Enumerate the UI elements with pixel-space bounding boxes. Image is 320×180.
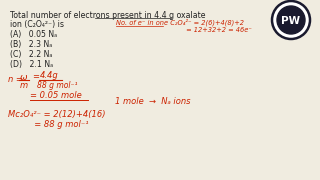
Text: ion (C₂O₄²⁻) is: ion (C₂O₄²⁻) is bbox=[10, 20, 64, 29]
Text: ω: ω bbox=[20, 73, 28, 82]
Text: Total number of electrons present in 4.4 g oxalate: Total number of electrons present in 4.4… bbox=[10, 11, 205, 20]
Text: = 88 g mol⁻¹: = 88 g mol⁻¹ bbox=[8, 120, 89, 129]
Circle shape bbox=[272, 1, 310, 39]
Text: = 12+32+2 = 46e⁻: = 12+32+2 = 46e⁻ bbox=[116, 27, 252, 33]
Text: 1 mole  →  Nₐ ions: 1 mole → Nₐ ions bbox=[115, 97, 190, 106]
Text: 4.4g: 4.4g bbox=[40, 71, 59, 80]
Text: (A)   0.05 Nₐ: (A) 0.05 Nₐ bbox=[10, 30, 57, 39]
Text: n =: n = bbox=[8, 75, 23, 84]
Text: 88 g mol⁻¹: 88 g mol⁻¹ bbox=[37, 81, 77, 90]
Text: (D)   2.1 Nₐ: (D) 2.1 Nₐ bbox=[10, 60, 53, 69]
Circle shape bbox=[277, 6, 305, 34]
Text: (B)   2.3 Nₐ: (B) 2.3 Nₐ bbox=[10, 40, 52, 49]
Text: = 0.05 mole: = 0.05 mole bbox=[30, 91, 82, 100]
Text: (C)   2.2 Nₐ: (C) 2.2 Nₐ bbox=[10, 50, 52, 59]
Text: Mᴄ₂O₄²⁻ = 2(12)+4(16): Mᴄ₂O₄²⁻ = 2(12)+4(16) bbox=[8, 110, 106, 119]
Text: No. of e⁻ in one C₂O₄²⁻ = 2(6)+4(8)+2: No. of e⁻ in one C₂O₄²⁻ = 2(6)+4(8)+2 bbox=[116, 19, 244, 26]
Text: m: m bbox=[20, 81, 28, 90]
Text: =: = bbox=[32, 72, 39, 81]
Text: PW: PW bbox=[281, 16, 300, 26]
